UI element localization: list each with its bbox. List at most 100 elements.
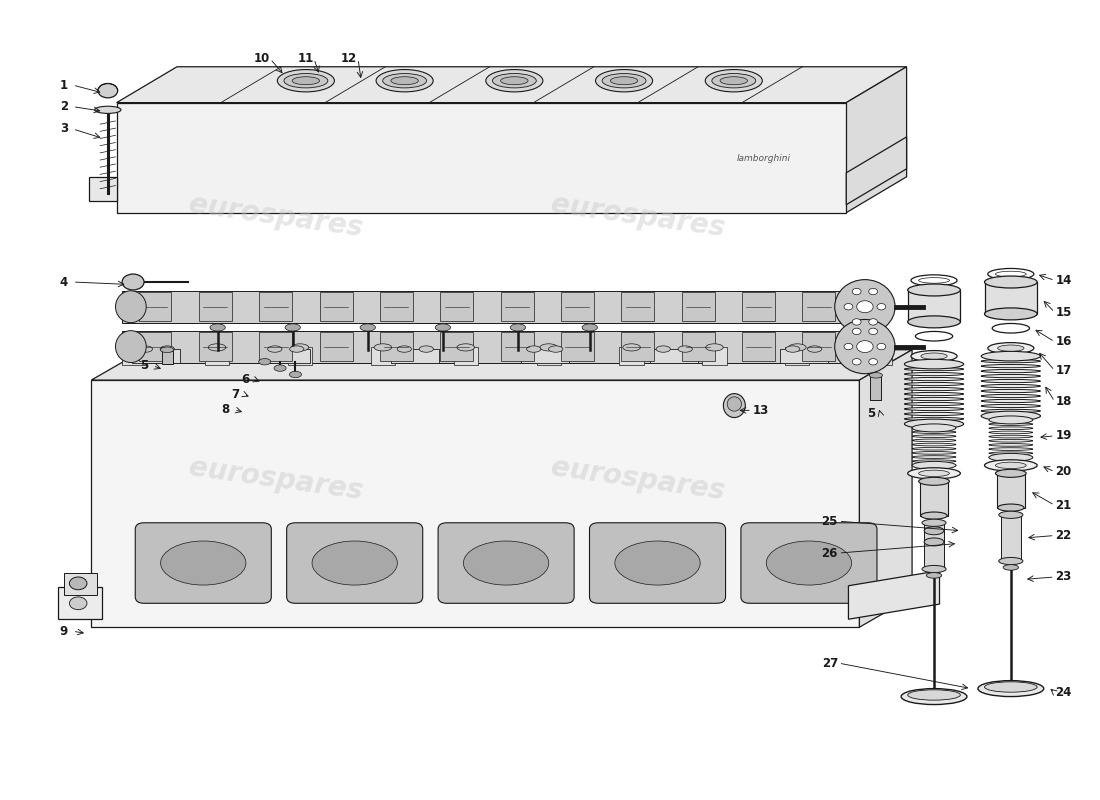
Polygon shape (139, 332, 172, 361)
Ellipse shape (857, 301, 873, 313)
Ellipse shape (989, 416, 1033, 424)
Ellipse shape (852, 318, 861, 325)
Ellipse shape (984, 308, 1037, 320)
Ellipse shape (98, 83, 118, 98)
Ellipse shape (912, 447, 956, 450)
Ellipse shape (720, 77, 748, 85)
Polygon shape (91, 350, 912, 380)
Ellipse shape (981, 411, 1041, 421)
Ellipse shape (981, 374, 1041, 378)
Polygon shape (859, 350, 912, 627)
Ellipse shape (871, 344, 889, 351)
FancyBboxPatch shape (741, 522, 877, 603)
Ellipse shape (904, 367, 964, 370)
Ellipse shape (852, 328, 861, 334)
Ellipse shape (981, 359, 1041, 362)
Text: 8: 8 (221, 403, 229, 416)
Ellipse shape (992, 323, 1030, 333)
Polygon shape (742, 332, 774, 361)
Ellipse shape (981, 365, 1041, 368)
Ellipse shape (912, 435, 956, 438)
Text: 17: 17 (1055, 364, 1071, 377)
Ellipse shape (996, 462, 1026, 469)
Text: 10: 10 (253, 52, 270, 66)
Polygon shape (371, 347, 395, 365)
Polygon shape (64, 573, 97, 595)
Ellipse shape (852, 358, 861, 365)
Ellipse shape (926, 573, 942, 578)
Ellipse shape (915, 331, 953, 341)
Ellipse shape (527, 346, 541, 352)
Text: eurospares: eurospares (549, 190, 727, 242)
Polygon shape (320, 292, 352, 321)
Text: 12: 12 (341, 52, 358, 66)
Text: 14: 14 (1055, 274, 1071, 287)
Ellipse shape (510, 324, 526, 331)
Ellipse shape (383, 74, 427, 88)
Polygon shape (117, 102, 846, 213)
Ellipse shape (912, 456, 956, 458)
Ellipse shape (922, 519, 946, 526)
Ellipse shape (869, 318, 878, 325)
Polygon shape (742, 292, 774, 321)
Polygon shape (260, 332, 293, 361)
Ellipse shape (908, 468, 960, 479)
Polygon shape (440, 332, 473, 361)
Ellipse shape (69, 577, 87, 590)
Polygon shape (537, 347, 561, 365)
Ellipse shape (122, 274, 144, 290)
Ellipse shape (277, 70, 334, 92)
Text: 7: 7 (231, 388, 239, 401)
Ellipse shape (374, 344, 392, 351)
Polygon shape (89, 177, 117, 201)
Text: 16: 16 (1055, 335, 1071, 348)
Ellipse shape (904, 373, 964, 376)
Text: 5: 5 (868, 407, 876, 420)
Polygon shape (561, 292, 594, 321)
Ellipse shape (376, 70, 433, 92)
Ellipse shape (904, 418, 964, 421)
Text: 15: 15 (1055, 306, 1071, 319)
Ellipse shape (989, 435, 1033, 438)
Polygon shape (379, 292, 412, 321)
Ellipse shape (844, 343, 852, 350)
Polygon shape (379, 332, 412, 361)
Ellipse shape (877, 303, 886, 310)
Ellipse shape (984, 276, 1037, 288)
Text: 11: 11 (297, 52, 313, 66)
Ellipse shape (161, 347, 174, 353)
Polygon shape (984, 282, 1037, 314)
Ellipse shape (996, 271, 1026, 277)
Text: 6: 6 (241, 373, 249, 386)
Ellipse shape (869, 373, 882, 378)
Polygon shape (288, 347, 312, 365)
Ellipse shape (999, 511, 1023, 518)
Ellipse shape (852, 288, 861, 294)
FancyBboxPatch shape (287, 522, 422, 603)
Ellipse shape (989, 452, 1033, 454)
Ellipse shape (390, 77, 418, 85)
Ellipse shape (981, 351, 1041, 361)
Ellipse shape (984, 460, 1037, 471)
Ellipse shape (161, 541, 246, 585)
Polygon shape (262, 349, 310, 363)
Text: 26: 26 (822, 546, 838, 559)
Ellipse shape (463, 541, 549, 585)
Ellipse shape (493, 74, 537, 88)
Ellipse shape (767, 541, 851, 585)
Text: 1: 1 (59, 78, 68, 91)
Polygon shape (453, 347, 477, 365)
Ellipse shape (540, 344, 558, 351)
Polygon shape (924, 522, 944, 569)
Ellipse shape (436, 324, 451, 331)
Ellipse shape (623, 344, 640, 351)
Ellipse shape (978, 681, 1044, 697)
Text: lamborghini: lamborghini (737, 154, 791, 163)
Ellipse shape (904, 359, 964, 369)
Polygon shape (205, 347, 229, 365)
Ellipse shape (595, 70, 652, 92)
Ellipse shape (289, 346, 304, 352)
Ellipse shape (869, 328, 878, 334)
Polygon shape (500, 332, 534, 361)
Polygon shape (682, 292, 715, 321)
